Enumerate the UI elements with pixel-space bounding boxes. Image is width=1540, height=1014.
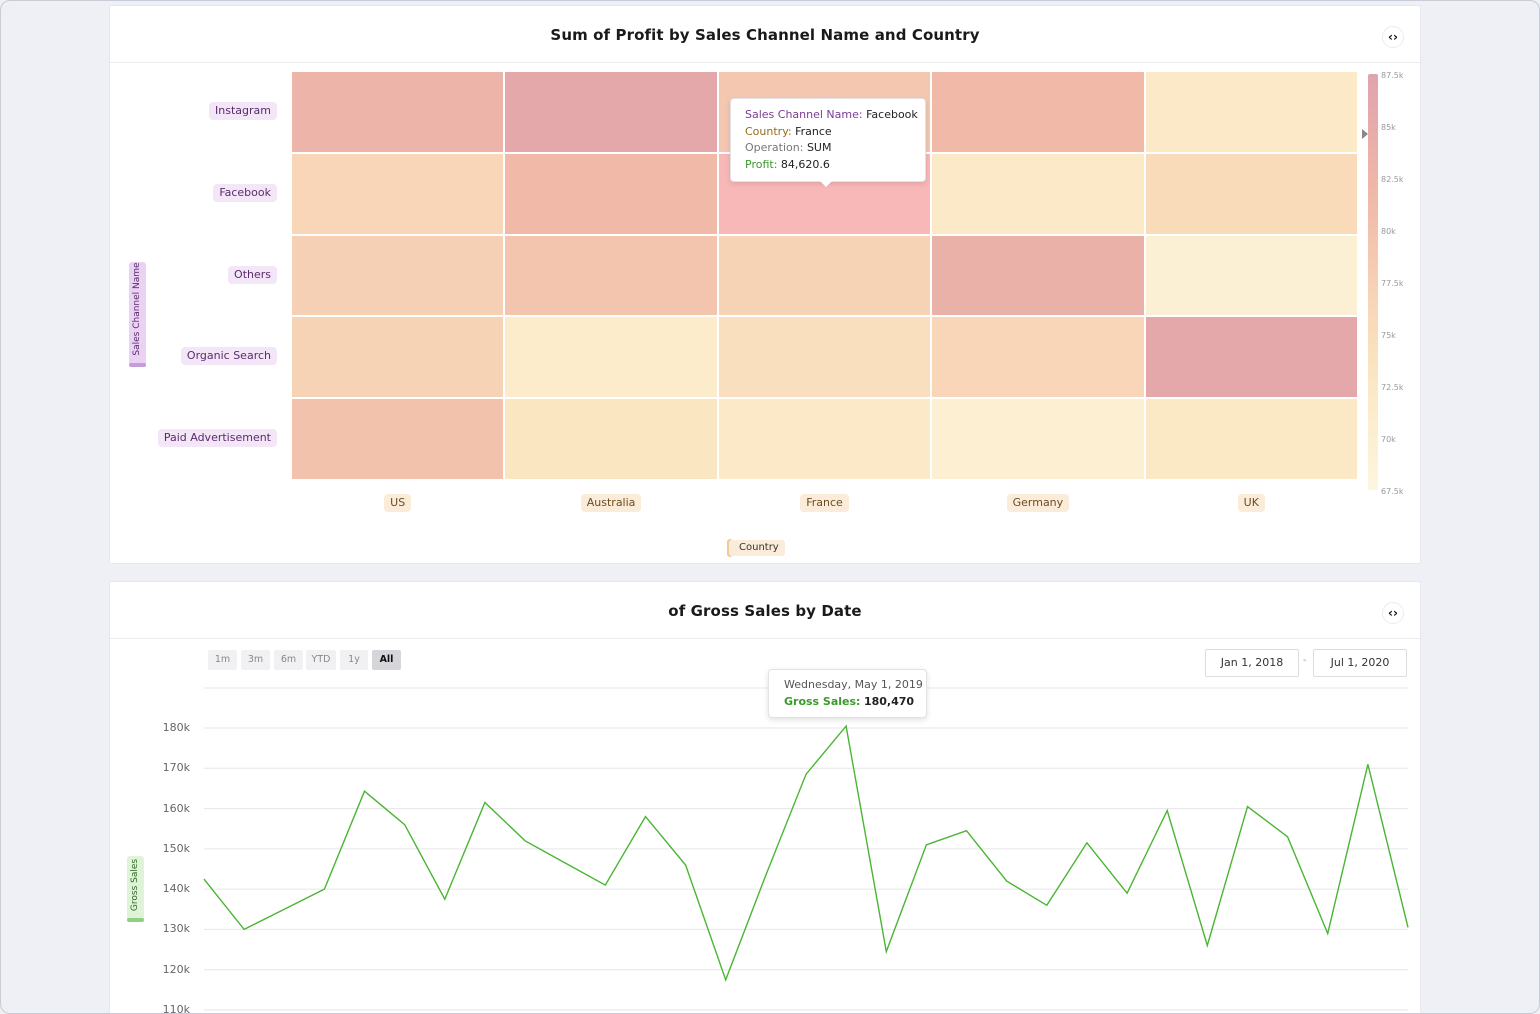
date-from-input[interactable]: Jan 1, 2018 bbox=[1205, 649, 1299, 677]
y-axis-title-marker bbox=[129, 262, 146, 367]
range-button[interactable]: YTD bbox=[306, 650, 336, 670]
color-scale-tick: 80k bbox=[1381, 227, 1396, 236]
y-tick-label: 110k bbox=[162, 1003, 190, 1014]
y-axis-title-marker-accent bbox=[129, 363, 146, 367]
color-scale-bar bbox=[1368, 74, 1378, 490]
heatmap-cell[interactable] bbox=[505, 72, 717, 152]
heatmap-cell[interactable] bbox=[1145, 235, 1357, 316]
row-label: Paid Advertisement bbox=[157, 429, 277, 448]
tooltip-operation-label: Operation: bbox=[745, 141, 804, 154]
tooltip-pointer-icon bbox=[820, 181, 832, 187]
color-scale-tick: 85k bbox=[1381, 123, 1396, 132]
tooltip-country-label: Country: bbox=[745, 124, 792, 138]
heatmap-cell[interactable] bbox=[932, 399, 1144, 479]
y-axis-title: Sales Channel Name bbox=[132, 262, 142, 356]
column-label: UK bbox=[1237, 494, 1265, 512]
y-tick-label: 120k bbox=[162, 962, 190, 976]
range-button[interactable]: All bbox=[372, 650, 401, 670]
heatmap-cell[interactable] bbox=[932, 317, 1144, 398]
heatmap-cell[interactable] bbox=[1145, 72, 1357, 152]
color-scale-tick: 70k bbox=[1381, 435, 1396, 444]
heatmap-cell[interactable] bbox=[505, 399, 717, 479]
line-y-axis-title: Gross Sales bbox=[130, 858, 140, 912]
row-label: Instagram bbox=[209, 101, 277, 120]
date-to-input[interactable]: Jul 1, 2020 bbox=[1313, 649, 1407, 677]
tooltip-profit-label: Profit: bbox=[745, 157, 778, 171]
heatmap-cell[interactable] bbox=[505, 153, 717, 234]
color-scale-tick: 77.5k bbox=[1381, 279, 1404, 288]
line-panel-header: of Gross Sales by Date ‹› bbox=[110, 582, 1420, 639]
date-separator: - bbox=[1303, 655, 1307, 666]
row-label: Organic Search bbox=[180, 347, 277, 366]
heatmap-cell[interactable] bbox=[292, 153, 504, 234]
heatmap-cell[interactable] bbox=[505, 317, 717, 398]
range-button[interactable]: 6m bbox=[274, 650, 303, 670]
color-scale-tick: 75k bbox=[1381, 331, 1396, 340]
column-label: Australia bbox=[580, 494, 642, 512]
heatmap-cell[interactable] bbox=[292, 317, 504, 398]
line-tooltip-value: 180,470 bbox=[863, 694, 915, 708]
y-tick-label: 140k bbox=[162, 882, 190, 896]
heatmap-cell[interactable] bbox=[292, 399, 504, 479]
range-button[interactable]: 1y bbox=[340, 650, 368, 670]
tooltip-profit-value: 84,620.6 bbox=[780, 157, 830, 171]
row-label: Others bbox=[228, 265, 277, 284]
heatmap-cell[interactable] bbox=[505, 235, 717, 316]
heatmap-cell[interactable] bbox=[932, 153, 1144, 234]
line-tooltip: Wednesday, May 1, 2019 Gross Sales: 180,… bbox=[768, 669, 927, 718]
x-axis-title: Country bbox=[729, 540, 785, 556]
line-y-axis-title-marker bbox=[127, 856, 144, 922]
range-button[interactable]: 1m bbox=[208, 650, 237, 670]
line-chart-title: of Gross Sales by Date bbox=[668, 602, 862, 620]
y-tick-label: 130k bbox=[162, 922, 190, 936]
heatmap-cell[interactable] bbox=[932, 235, 1144, 316]
color-scale-marker-icon bbox=[1362, 129, 1368, 139]
heatmap-cell[interactable] bbox=[932, 72, 1144, 152]
heatmap-cell[interactable] bbox=[1145, 399, 1357, 479]
line-chart-panel: of Gross Sales by Date ‹› bbox=[109, 581, 1421, 1013]
column-label: US bbox=[384, 494, 412, 512]
heatmap-tooltip: Sales Channel Name: Facebook Country: Fr… bbox=[730, 98, 926, 182]
y-tick-label: 180k bbox=[162, 721, 190, 734]
y-tick-label: 150k bbox=[162, 841, 190, 855]
range-button[interactable]: 3m bbox=[241, 650, 270, 670]
tooltip-operation-value: SUM bbox=[806, 141, 832, 154]
tooltip-country-value: France bbox=[795, 124, 832, 138]
column-label: France bbox=[800, 494, 849, 512]
tooltip-channel-label: Sales Channel Name: bbox=[745, 108, 863, 121]
heatmap-title: Sum of Profit by Sales Channel Name and … bbox=[550, 26, 980, 44]
code-brackets-icon[interactable]: ‹› bbox=[1382, 602, 1404, 624]
line-tooltip-date: Wednesday, May 1, 2019 bbox=[784, 678, 923, 691]
heatmap-cell[interactable] bbox=[1145, 317, 1357, 398]
color-scale-tick: 87.5k bbox=[1381, 71, 1404, 80]
row-label: Facebook bbox=[213, 183, 277, 202]
color-scale-tick: 82.5k bbox=[1381, 175, 1404, 184]
heatmap-cell[interactable] bbox=[718, 235, 931, 316]
heatmap-cell[interactable] bbox=[1145, 153, 1357, 234]
line-y-axis-title-marker-accent bbox=[127, 918, 144, 922]
column-label: Germany bbox=[1006, 494, 1070, 512]
code-brackets-icon[interactable]: ‹› bbox=[1382, 26, 1404, 48]
y-tick-label: 160k bbox=[162, 801, 190, 815]
color-scale-tick: 67.5k bbox=[1381, 487, 1404, 496]
line-tooltip-label: Gross Sales: bbox=[784, 694, 861, 708]
color-scale-tick: 72.5k bbox=[1381, 383, 1404, 392]
heatmap-cell[interactable] bbox=[292, 235, 504, 316]
heatmap-cell[interactable] bbox=[292, 72, 504, 152]
heatmap-cell[interactable] bbox=[718, 399, 931, 479]
heatmap-cell[interactable] bbox=[718, 317, 931, 398]
y-tick-label: 170k bbox=[162, 761, 190, 775]
tooltip-channel-value: Facebook bbox=[866, 108, 918, 121]
heatmap-panel-header: Sum of Profit by Sales Channel Name and … bbox=[110, 6, 1420, 63]
